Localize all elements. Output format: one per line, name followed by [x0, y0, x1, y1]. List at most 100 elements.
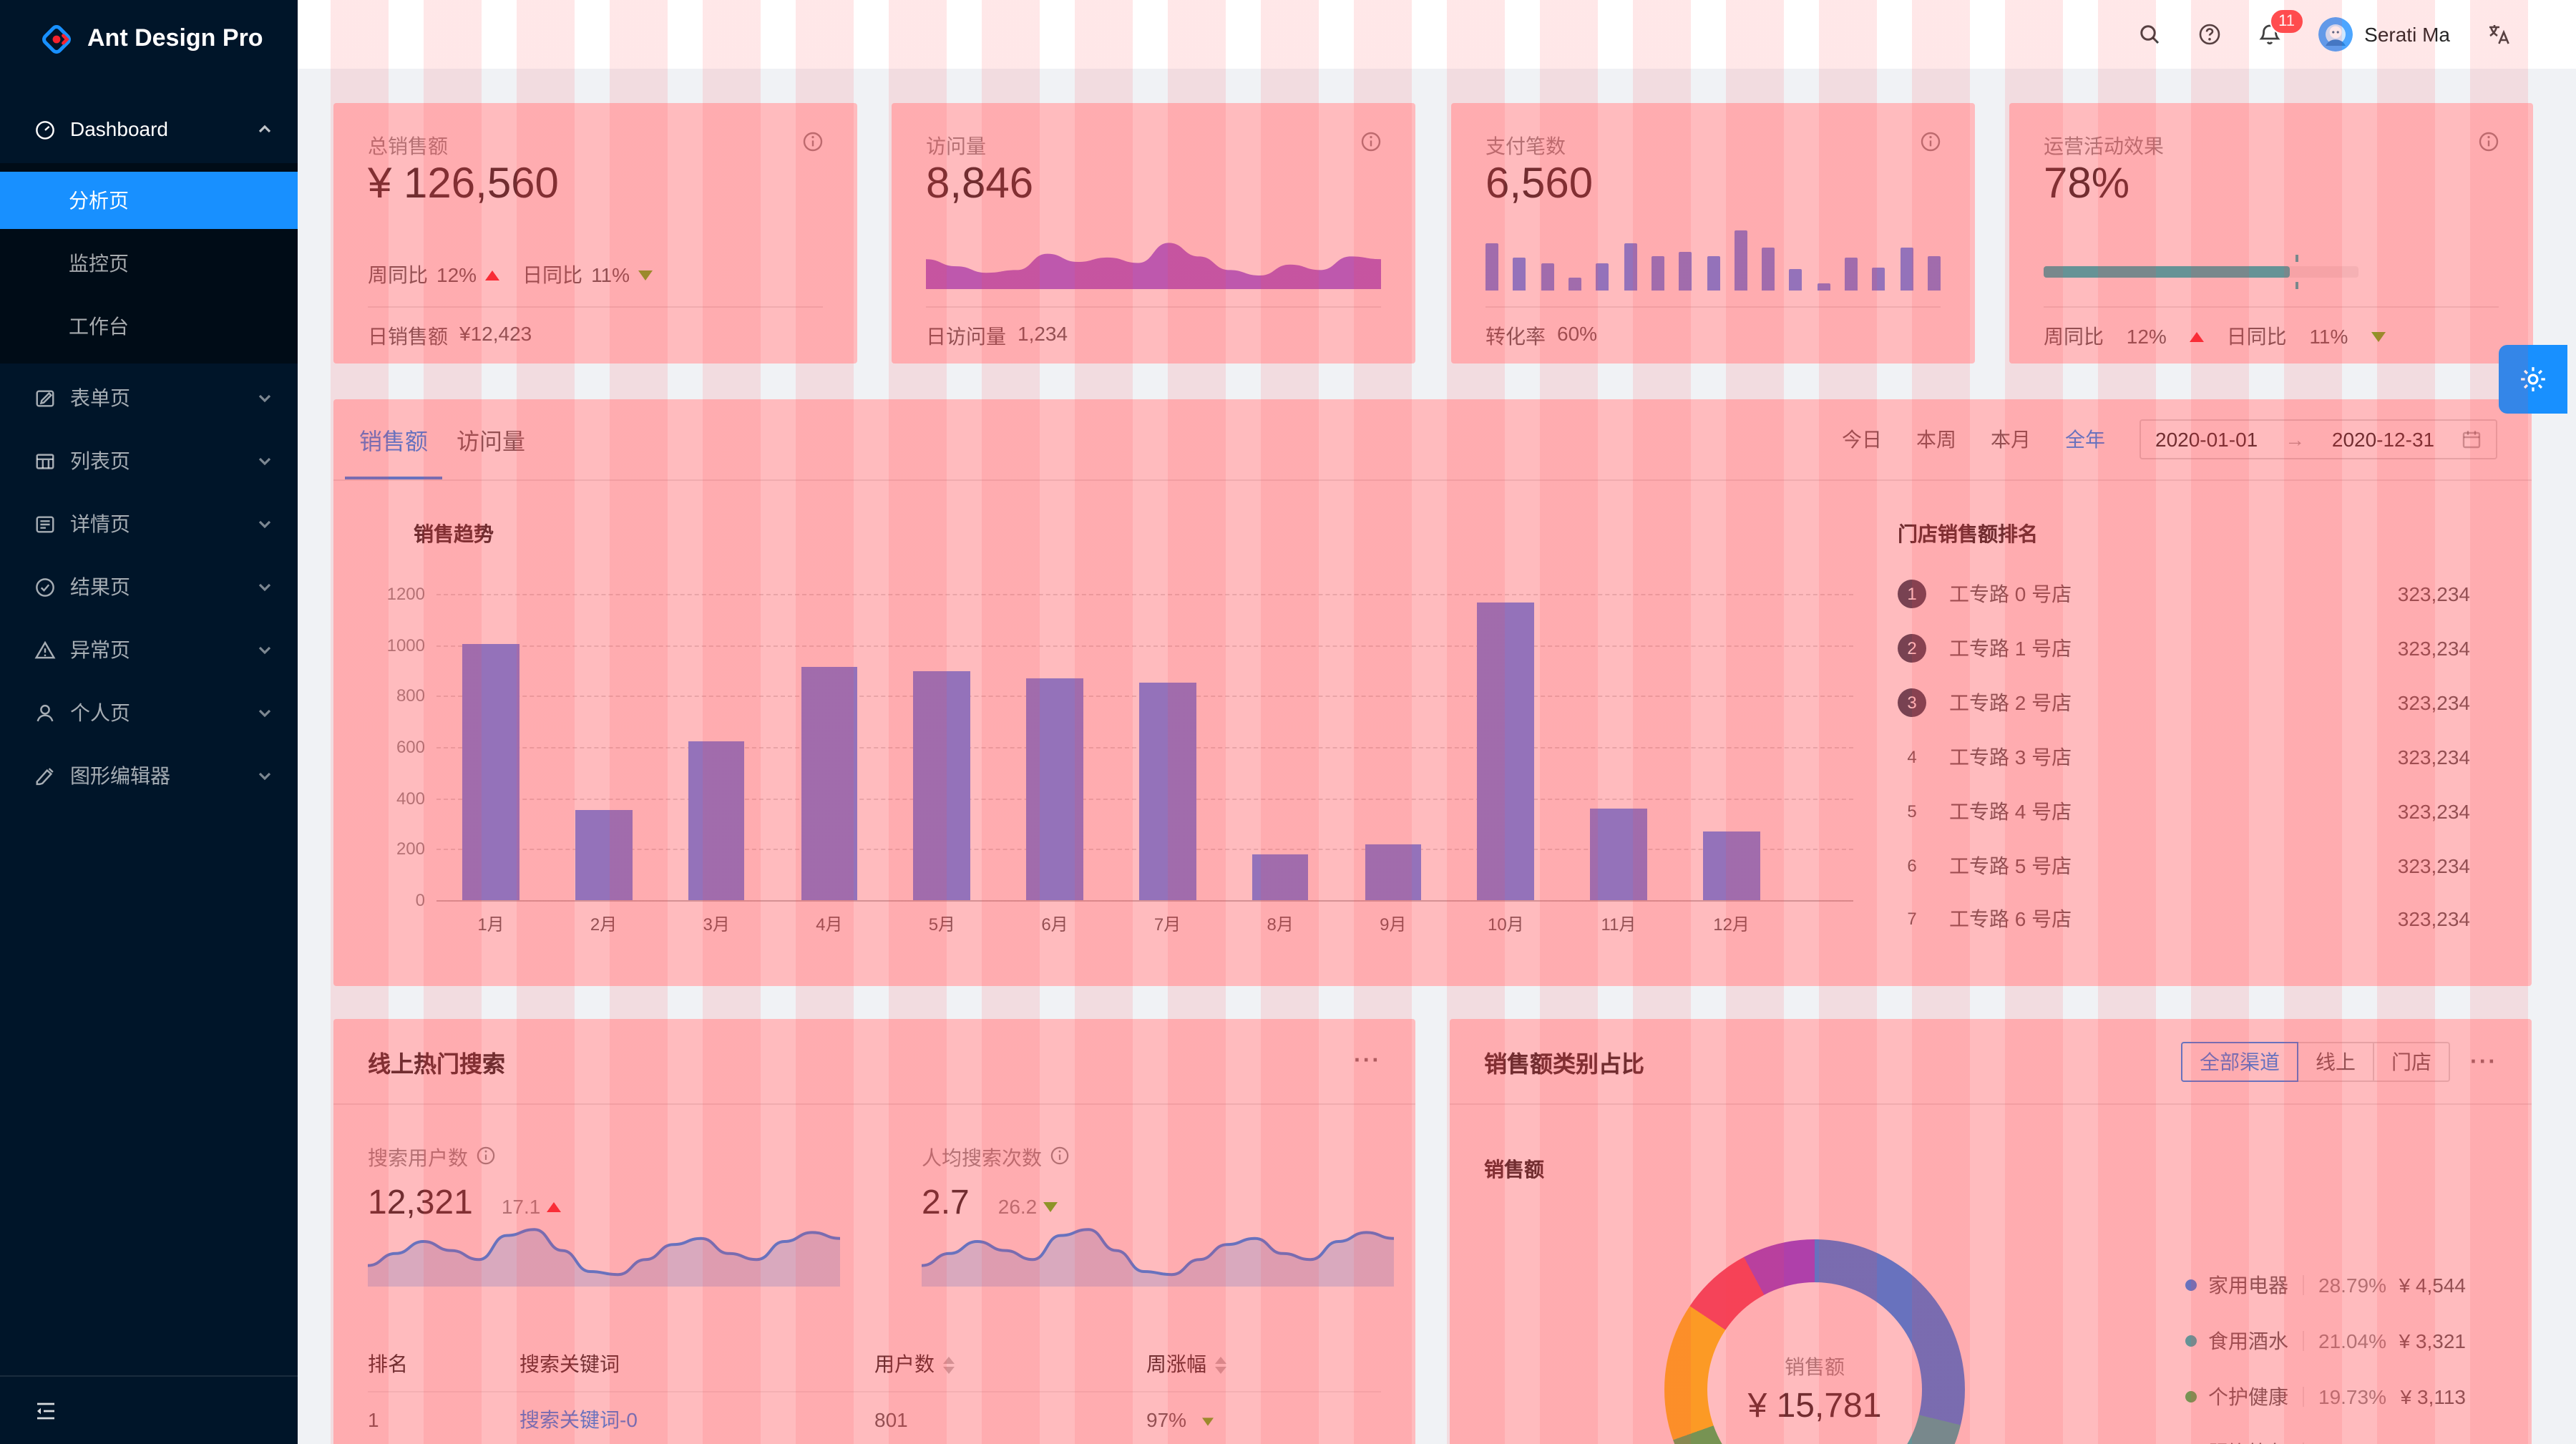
- range-link-2[interactable]: 本月: [1991, 428, 2031, 451]
- store-value: 323,234: [2397, 582, 2470, 605]
- search-icon[interactable]: [2138, 23, 2161, 46]
- sidebar-menu: Dashboard 分析页监控页工作台表单页列表页详情页结果页异常页个人页图形编辑…: [0, 77, 298, 1375]
- menu-fold-icon: [34, 1399, 57, 1422]
- info-icon[interactable]: [477, 1146, 495, 1169]
- sidebar-submenu: 分析页 监控页 工作台: [0, 163, 298, 364]
- notifications-button[interactable]: 11: [2258, 9, 2303, 46]
- sidebar-subitem-0[interactable]: 分析页: [0, 172, 298, 229]
- cell-users: 801: [874, 1408, 908, 1431]
- channel-option-0[interactable]: 全部渠道: [2181, 1042, 2298, 1082]
- sidebar-item-6[interactable]: 个人页: [0, 684, 298, 741]
- sidebar-item-0[interactable]: Dashboard: [0, 100, 298, 157]
- cell-change: 97%: [1146, 1408, 1361, 1431]
- date-start[interactable]: 2020-01-01: [2155, 428, 2258, 451]
- sidebar-item-label: 表单页: [70, 386, 130, 409]
- bar-9月: [1365, 844, 1422, 900]
- y-tick-label: 800: [396, 686, 425, 706]
- top-header: 11 Serati Ma: [298, 0, 2576, 69]
- range-link-3[interactable]: 全年: [2065, 428, 2105, 451]
- stat-value: 6,560: [1485, 160, 1594, 208]
- sidebar-item-7[interactable]: 图形编辑器: [0, 747, 298, 804]
- x-tick-label: 7月: [1153, 914, 1181, 935]
- mini-bar: [1845, 257, 1858, 291]
- user-icon: [34, 702, 56, 723]
- ranking-row-7: 7 工专路 6 号店 323,234: [1898, 902, 2470, 937]
- info-icon[interactable]: [1050, 1146, 1069, 1169]
- stat-card-total-sales: 总销售额 ¥ 126,560 周同比 12% 日同比 11% 日销售额 ¥12,423: [333, 103, 857, 364]
- range-link-0[interactable]: 今日: [1842, 428, 1882, 451]
- chevron-down-icon: [258, 386, 272, 409]
- calendar-icon[interactable]: [2462, 429, 2482, 449]
- range-link-1[interactable]: 本周: [1916, 428, 1956, 451]
- sorter-icon[interactable]: [943, 1357, 955, 1375]
- info-icon[interactable]: [1921, 132, 1941, 152]
- y-tick-label: 600: [396, 737, 425, 757]
- bar-5月: [913, 670, 970, 900]
- help-icon[interactable]: [2198, 23, 2221, 46]
- x-axis-line: [436, 900, 1853, 902]
- column-header-2[interactable]: 用户数: [874, 1350, 1146, 1378]
- legend-row-3: 服饰箱包 14.83% ¥ 2,341: [2185, 1435, 2466, 1444]
- hot-search-table: 排名 搜索关键词 用户数 周涨幅 1 搜索关键词-0 801 97%: [368, 1337, 1381, 1444]
- info-icon[interactable]: [2479, 132, 2499, 152]
- sidebar-item-label: 详情页: [70, 512, 130, 535]
- rank-badge: 1: [1898, 580, 1926, 608]
- info-icon[interactable]: [803, 132, 823, 152]
- chevron-down-icon: [258, 764, 272, 787]
- bar-4月: [801, 667, 858, 900]
- sales-trend-title: 销售趋势: [414, 522, 494, 545]
- sales-card: 销售额 访问量 今日 本周 本月 全年 2020-01-01 → 2020-12-31…: [333, 399, 2532, 986]
- x-tick-label: 8月: [1267, 914, 1294, 935]
- keyword-link[interactable]: 搜索关键词-0: [519, 1408, 638, 1431]
- date-range-picker[interactable]: 2020-01-01 → 2020-12-31: [2140, 419, 2497, 459]
- ellipsis-menu-icon[interactable]: ···: [2470, 1050, 2497, 1075]
- translate-icon[interactable]: [2487, 23, 2510, 46]
- sidebar-subitem-2[interactable]: 工作台: [0, 298, 298, 355]
- ellipsis-menu-icon[interactable]: ···: [1354, 1048, 1381, 1073]
- progress-target-mark: [2296, 255, 2298, 262]
- rank-badge: 6: [1907, 855, 1917, 875]
- tab-visits[interactable]: 访问量: [457, 431, 526, 455]
- mini-bar: [1928, 255, 1941, 291]
- legend-row-1: 食用酒水 21.04% ¥ 3,321: [2185, 1324, 2466, 1358]
- form-icon: [34, 387, 56, 409]
- sidebar-collapse-trigger[interactable]: [0, 1375, 298, 1444]
- campaign-progress-bar: [2044, 255, 2358, 289]
- sidebar-item-2[interactable]: 列表页: [0, 432, 298, 489]
- x-tick-label: 6月: [1041, 914, 1068, 935]
- sidebar-item-1[interactable]: 表单页: [0, 369, 298, 426]
- gridline: [436, 594, 1853, 595]
- sidebar-item-4[interactable]: 结果页: [0, 558, 298, 615]
- date-end[interactable]: 2020-12-31: [2331, 428, 2435, 451]
- mini-bar: [1513, 257, 1526, 291]
- divider: [926, 306, 1381, 308]
- legend-divider: [2303, 1331, 2304, 1351]
- mini-bar: [1624, 243, 1637, 291]
- sorter-icon[interactable]: [1215, 1357, 1226, 1375]
- sidebar-item-5[interactable]: 异常页: [0, 621, 298, 678]
- bar-12月: [1703, 831, 1760, 900]
- user-menu[interactable]: Serati Ma: [2318, 17, 2450, 52]
- cell-keyword: 搜索关键词-0: [519, 1405, 874, 1434]
- highlight-icon: [34, 765, 56, 786]
- sidebar-subitem-1[interactable]: 监控页: [0, 235, 298, 292]
- channel-option-2[interactable]: 门店: [2374, 1042, 2450, 1082]
- sidebar-item-3[interactable]: 详情页: [0, 495, 298, 552]
- mini-bar: [1762, 248, 1775, 291]
- tab-sales[interactable]: 销售额: [345, 399, 442, 479]
- ranking-row-3: 3 工专路 2 号店 323,234: [1898, 686, 2470, 720]
- channel-option-1[interactable]: 线上: [2298, 1042, 2374, 1082]
- column-header-3[interactable]: 周涨幅: [1146, 1350, 1361, 1378]
- bar-3月: [688, 741, 745, 900]
- caret-down-icon: [1201, 1418, 1214, 1426]
- stat-title: 总销售额: [368, 135, 448, 157]
- mini-bar: [1651, 255, 1664, 291]
- gear-icon: [2517, 364, 2549, 395]
- logo[interactable]: Ant Design Pro: [0, 0, 298, 77]
- info-icon[interactable]: [1361, 132, 1381, 152]
- settings-button[interactable]: [2499, 345, 2567, 414]
- mini-bar: [1596, 263, 1609, 291]
- legend-dot: [2185, 1335, 2197, 1347]
- stat-footer: 日销售额 ¥12,423: [368, 322, 532, 348]
- profile-icon: [34, 513, 56, 535]
